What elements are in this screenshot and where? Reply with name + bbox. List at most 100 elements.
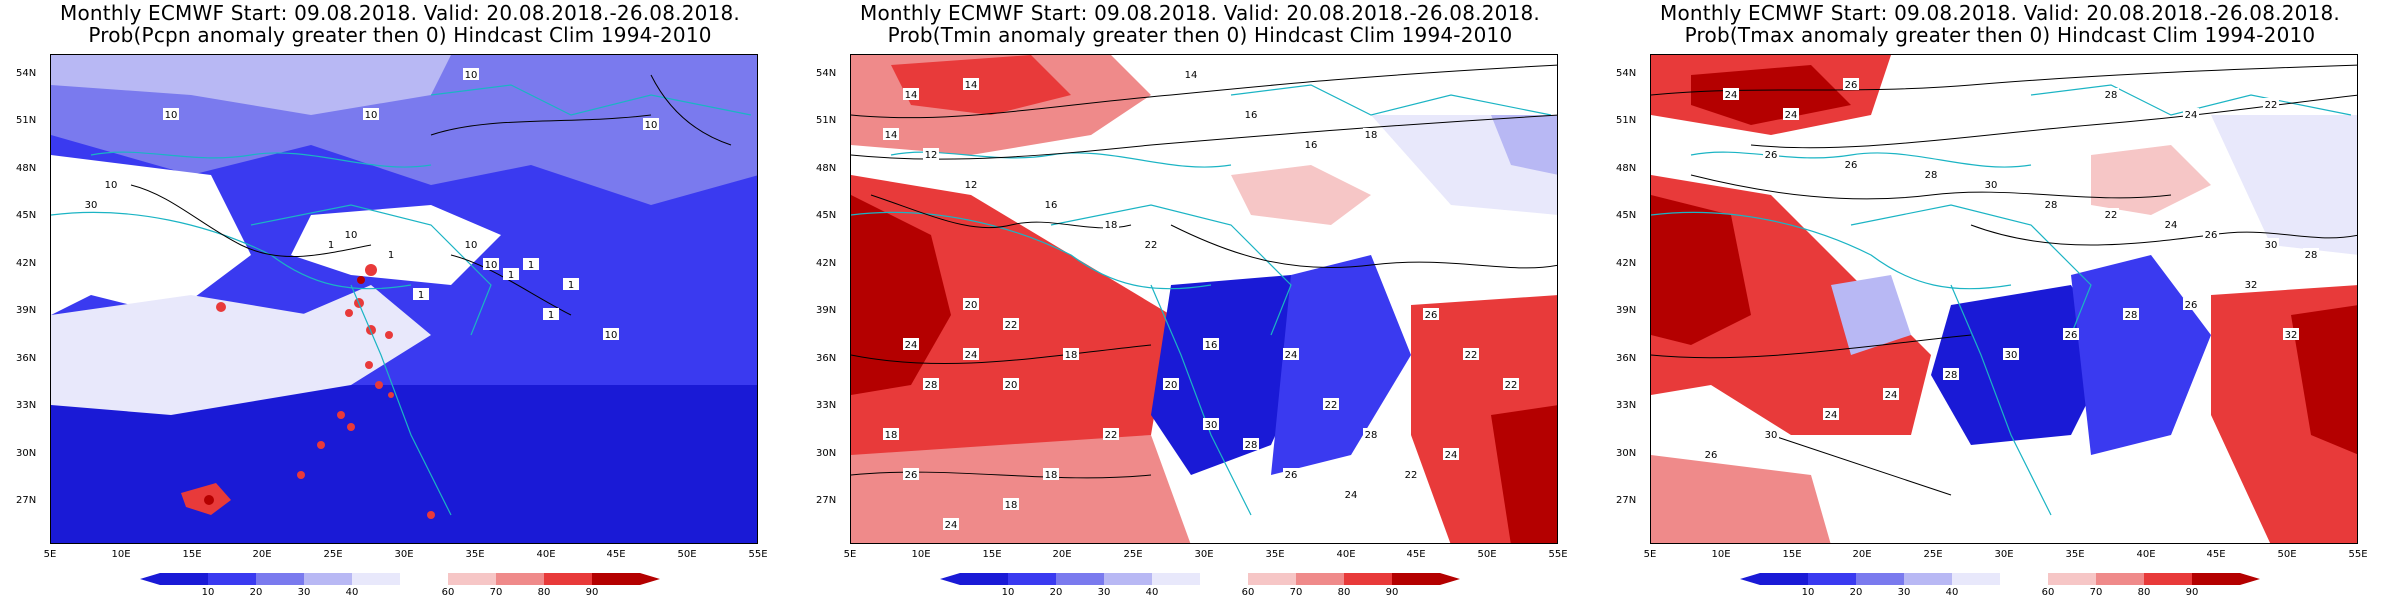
contour-label: 22 <box>1103 428 1119 441</box>
svg-text:18: 18 <box>885 430 898 441</box>
colorbar-tick: 80 <box>1337 587 1351 598</box>
lon-label: 55E <box>2348 549 2368 560</box>
svg-text:16: 16 <box>1205 340 1218 351</box>
colorbar-tick: 80 <box>537 587 551 598</box>
svg-text:28: 28 <box>2305 250 2318 261</box>
lat-label: 39N <box>1616 305 1637 316</box>
colorbar-tick: 60 <box>441 587 455 598</box>
contour-label: 10 <box>163 108 179 121</box>
svg-text:14: 14 <box>905 90 918 101</box>
svg-text:10: 10 <box>345 230 358 241</box>
svg-text:26: 26 <box>1705 450 1718 461</box>
svg-text:26: 26 <box>1845 160 1858 171</box>
lat-label: 30N <box>16 448 37 459</box>
panel-title-line2: Prob(Tmax anomaly greater then 0) Hindca… <box>1684 23 2316 47</box>
lat-label: 27N <box>816 495 837 506</box>
svg-text:26: 26 <box>2185 300 2198 311</box>
contour-label: 14 <box>883 128 899 141</box>
lat-label: 42N <box>816 258 837 269</box>
lon-label: 30E <box>1194 549 1214 560</box>
panel-title-line2: Prob(Pcpn anomaly greater then 0) Hindca… <box>88 23 712 47</box>
contour-label: 18 <box>1103 218 1119 231</box>
lon-label: 30E <box>394 549 414 560</box>
contour-label: 26 <box>1423 308 1439 321</box>
contour-label: 14 <box>963 78 979 91</box>
svg-text:28: 28 <box>1365 430 1378 441</box>
contour-label: 30 <box>83 198 99 211</box>
svg-text:14: 14 <box>1185 70 1198 81</box>
lon-label: 35E <box>2065 549 2085 560</box>
contour-label: 30 <box>2263 238 2279 251</box>
svg-text:32: 32 <box>2245 280 2258 291</box>
colorbar-tick: 20 <box>1849 587 1863 598</box>
svg-text:28: 28 <box>1245 440 1258 451</box>
lon-label: 5E <box>1643 549 1657 560</box>
svg-text:1: 1 <box>328 240 334 251</box>
lat-label: 39N <box>16 305 37 316</box>
map-tmax: 24 24 26 28 24 22 26 26 28 30 28 22 24 26 30 28 32 26 28 26… <box>1650 54 2358 544</box>
contour-label: 10 <box>643 118 659 131</box>
svg-text:18: 18 <box>1005 500 1018 511</box>
svg-text:10: 10 <box>165 110 178 121</box>
svg-text:26: 26 <box>1285 470 1298 481</box>
colorbar-tick: 10 <box>1801 587 1815 598</box>
lon-label: 45E <box>606 549 626 560</box>
lon-label: 15E <box>1782 549 1802 560</box>
lon-label: 50E <box>677 549 697 560</box>
contour-label: 32 <box>2243 278 2259 291</box>
svg-text:1: 1 <box>548 310 554 321</box>
svg-text:26: 26 <box>1845 80 1858 91</box>
svg-text:22: 22 <box>2265 100 2278 111</box>
lon-label: 50E <box>2277 549 2297 560</box>
svg-text:28: 28 <box>2125 310 2138 321</box>
colorbar-tick: 80 <box>2137 587 2151 598</box>
contour-label: 16 <box>1043 198 1059 211</box>
svg-text:10: 10 <box>465 70 478 81</box>
lat-label: 33N <box>16 400 37 411</box>
colorbar-tick: 90 <box>2185 587 2199 598</box>
lon-label: 25E <box>1923 549 1943 560</box>
contour-label: 22 <box>1003 318 1019 331</box>
lon-label: 55E <box>748 549 768 560</box>
lat-label: 51N <box>1616 115 1637 126</box>
lat-label: 33N <box>1616 400 1637 411</box>
contour-label: 16 <box>1303 138 1319 151</box>
contour-label: 10 <box>363 108 379 121</box>
contour-label: 28 <box>2123 308 2139 321</box>
svg-text:30: 30 <box>1765 430 1778 441</box>
svg-text:22: 22 <box>1465 350 1478 361</box>
contour-label: 30 <box>1983 178 1999 191</box>
contour-label: 28 <box>2303 248 2319 261</box>
svg-text:30: 30 <box>85 200 98 211</box>
svg-text:24: 24 <box>1825 410 1838 421</box>
lat-label: 36N <box>816 353 837 364</box>
lon-label: 5E <box>843 549 857 560</box>
svg-text:26: 26 <box>2205 230 2218 241</box>
svg-text:18: 18 <box>1365 130 1378 141</box>
contour-label: 24 <box>963 348 979 361</box>
panel-tmin: Monthly ECMWF Start: 09.08.2018. Valid: … <box>800 0 1600 600</box>
contour-label: 20 <box>1003 378 1019 391</box>
panel-title-line2: Prob(Tmin anomaly greater then 0) Hindca… <box>887 23 1513 47</box>
colorbar-tick: 30 <box>297 587 311 598</box>
lat-label: 27N <box>16 495 37 506</box>
contour-label: 22 <box>2263 98 2279 111</box>
contour-label: 16 <box>1243 108 1259 121</box>
svg-text:12: 12 <box>965 180 978 191</box>
lat-label: 27N <box>1616 495 1637 506</box>
svg-text:22: 22 <box>1505 380 1518 391</box>
svg-text:18: 18 <box>1045 470 1058 481</box>
lon-label: 40E <box>536 549 556 560</box>
colorbar-tick: 30 <box>1097 587 1111 598</box>
contour-label: 16 <box>1203 338 1219 351</box>
lon-label: 20E <box>252 549 272 560</box>
panel-tmax: Monthly ECMWF Start: 09.08.2018. Valid: … <box>1600 0 2400 600</box>
svg-text:24: 24 <box>1885 390 1898 401</box>
svg-text:24: 24 <box>1445 450 1458 461</box>
contour-label: 24 <box>1823 408 1839 421</box>
map-precipitation: 10 10 10 10 10 30 10 1 1 10 10 1 1 1 1 1 10 <box>50 54 758 544</box>
colorbar-tick: 90 <box>1385 587 1399 598</box>
lon-label: 10E <box>111 549 131 560</box>
svg-text:24: 24 <box>965 350 978 361</box>
svg-text:10: 10 <box>105 180 118 191</box>
